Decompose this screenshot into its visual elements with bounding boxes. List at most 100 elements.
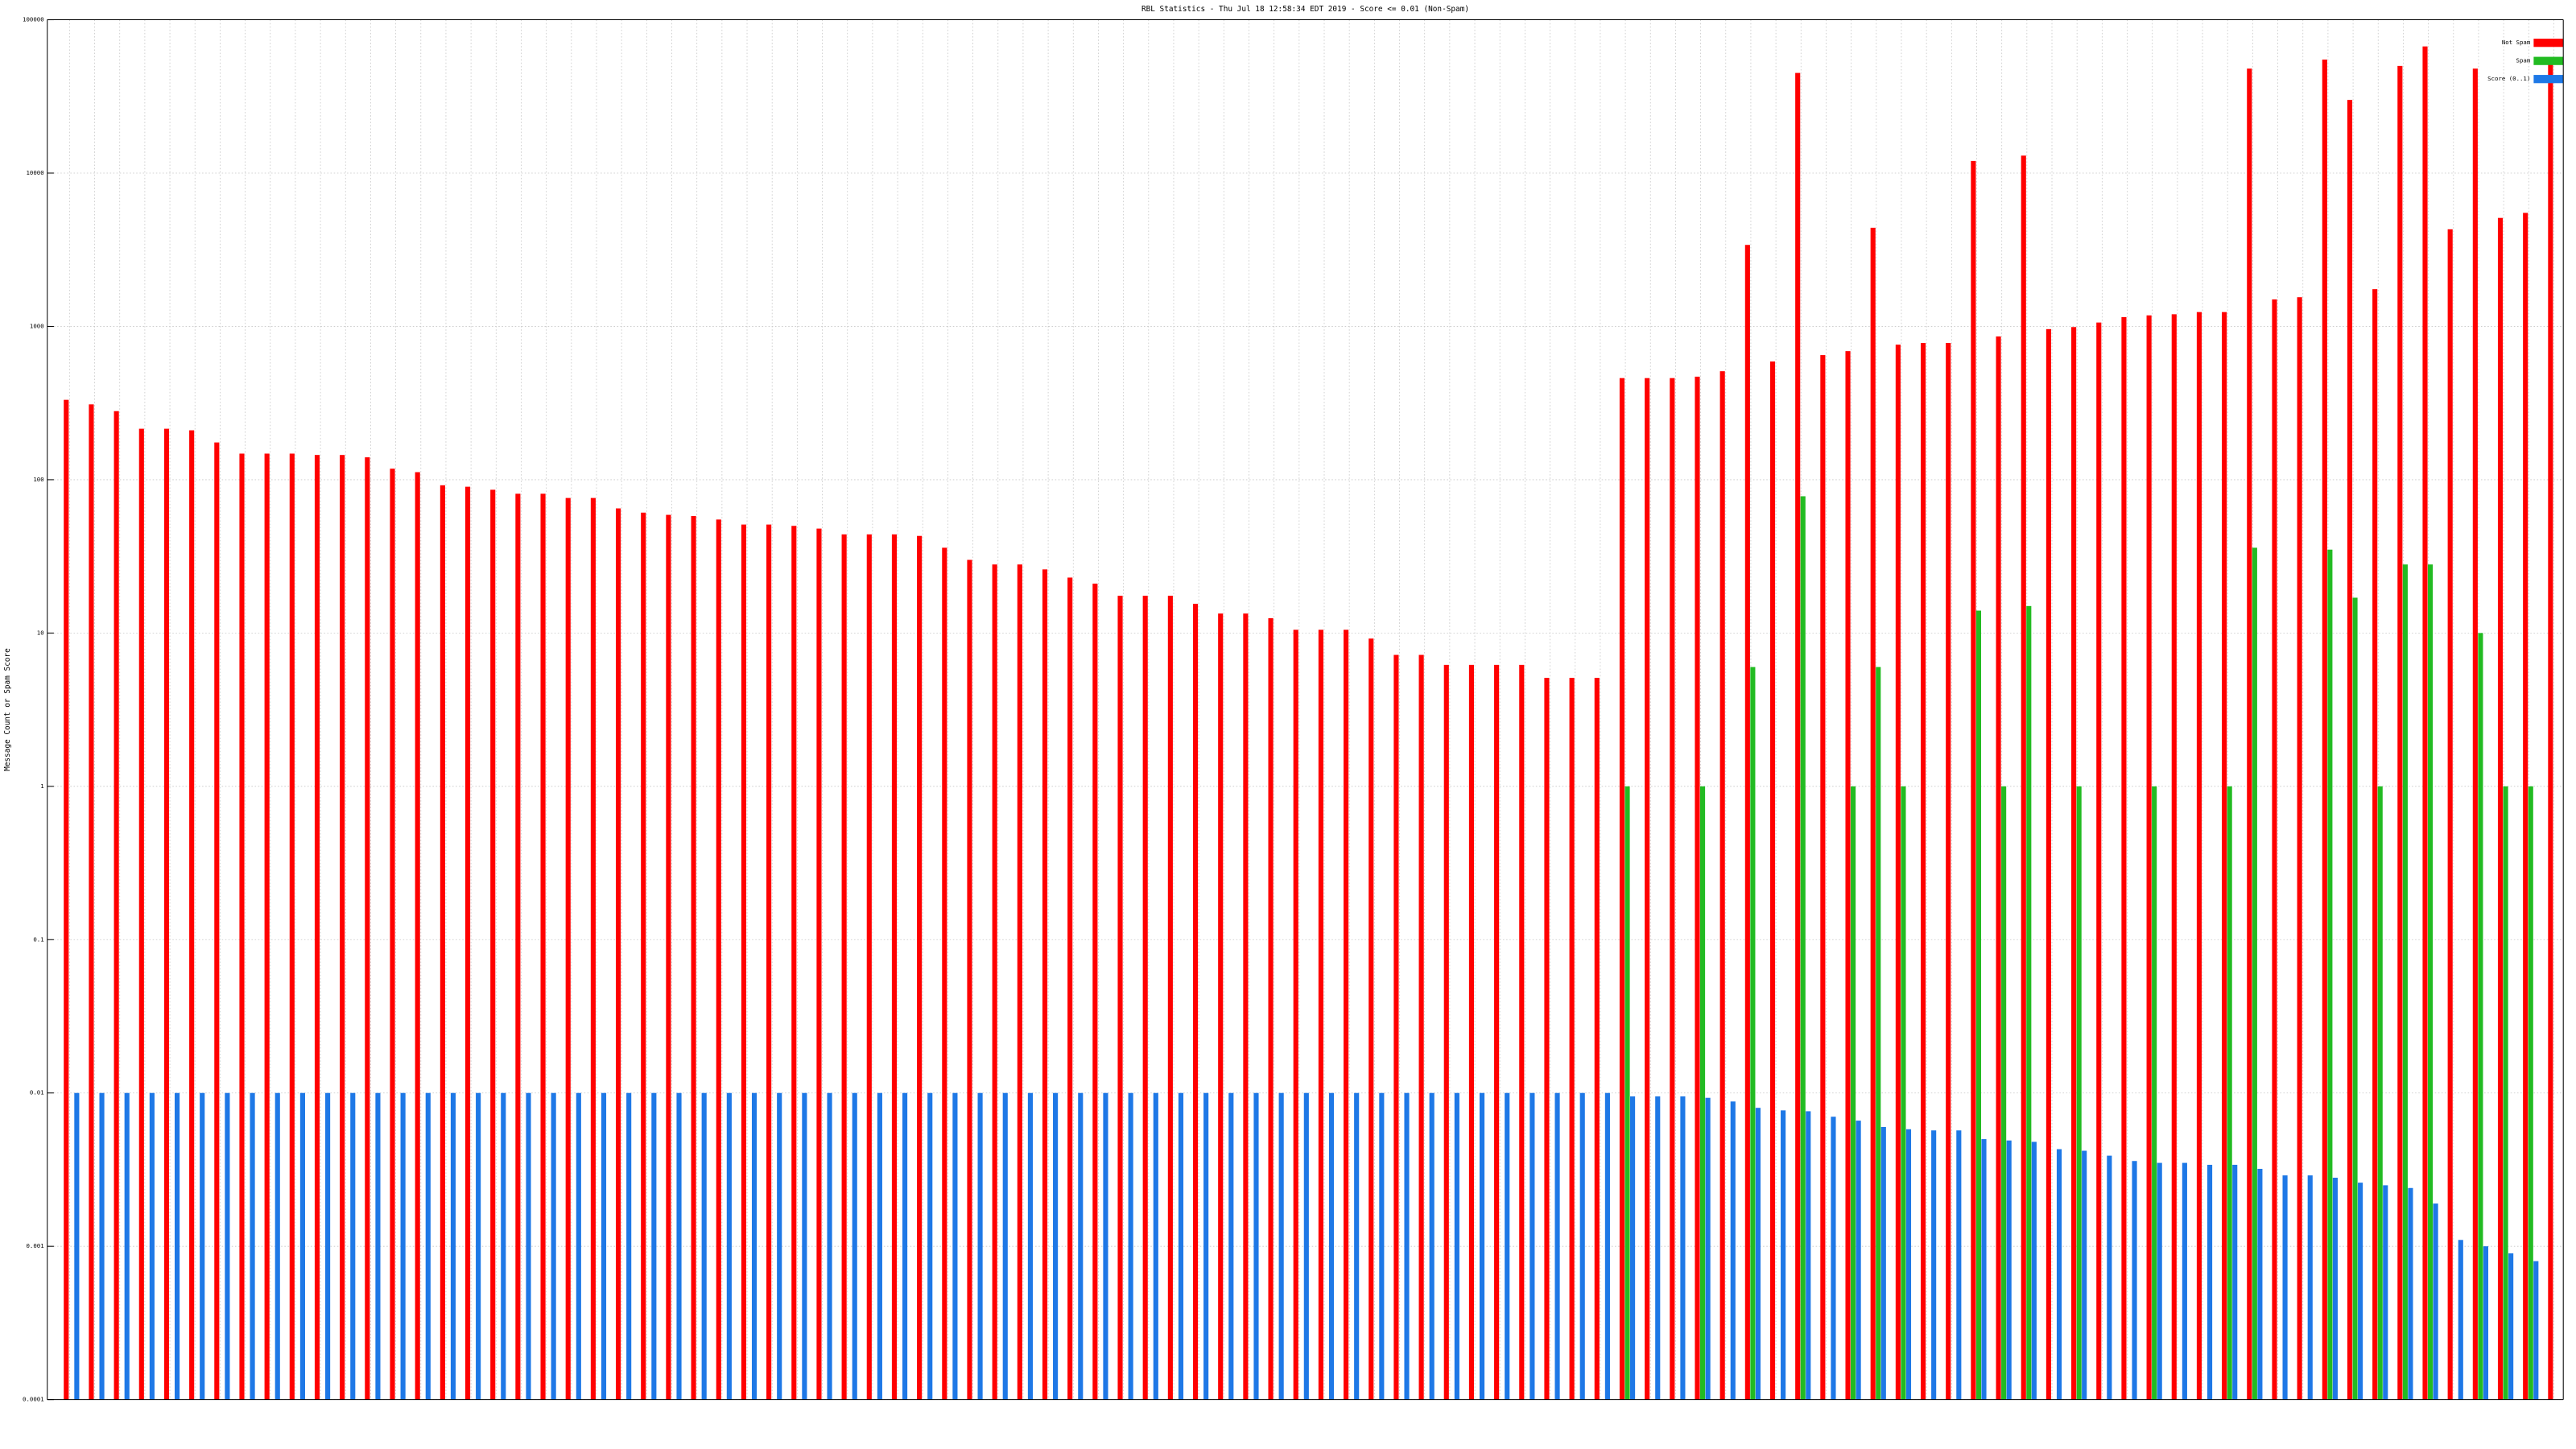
bar (2503, 786, 2508, 1400)
y-tick-label: 10000 (27, 169, 44, 176)
bar (490, 489, 496, 1400)
bar (1354, 1092, 1360, 1400)
bar (751, 1092, 758, 1400)
bar (540, 493, 546, 1400)
bar (902, 1092, 908, 1400)
bar (2427, 564, 2434, 1400)
bar (2071, 327, 2077, 1400)
bar (1053, 1092, 1059, 1400)
bar (464, 486, 471, 1400)
legend-swatch (2533, 39, 2564, 47)
bar (2372, 289, 2378, 1400)
bar (777, 1092, 782, 1400)
bar (2472, 68, 2478, 1400)
bar (1946, 343, 1951, 1400)
bar (174, 1092, 180, 1400)
bar (1344, 630, 1349, 1400)
bar (1328, 1092, 1335, 1400)
bar (1218, 613, 1224, 1400)
bar (64, 399, 69, 1400)
bar (1769, 361, 1776, 1400)
bar (2282, 1175, 2288, 1400)
bar (365, 457, 370, 1400)
bar (1831, 1117, 1836, 1400)
bar (163, 428, 170, 1400)
bar (99, 1092, 105, 1400)
bar (1750, 667, 1756, 1400)
y-tick-label: 0.1 (33, 935, 43, 943)
bar (1002, 1092, 1008, 1400)
bar (791, 526, 797, 1400)
bar (1845, 351, 1851, 1400)
bar (1594, 678, 1600, 1400)
bar (138, 428, 144, 1400)
bar (2257, 1168, 2263, 1400)
bar (1078, 1092, 1084, 1400)
bar (1730, 1101, 1736, 1400)
bar (314, 455, 320, 1400)
bar (952, 1092, 958, 1400)
bar (601, 1092, 607, 1400)
y-tick-label: 1000 (30, 322, 44, 329)
bar (1795, 72, 1801, 1400)
bar (1203, 1092, 1209, 1400)
bar (2121, 316, 2127, 1400)
bar (1017, 564, 1022, 1400)
bar (766, 524, 772, 1400)
bar (1956, 1130, 1962, 1400)
bar (1569, 678, 1575, 1400)
bar (299, 1092, 305, 1400)
bar (1494, 664, 1500, 1400)
bar (1303, 1092, 1309, 1400)
bar (616, 508, 621, 1400)
bar (1755, 1108, 1761, 1400)
bar (264, 453, 270, 1400)
bar (1530, 1092, 1535, 1400)
bar (1418, 654, 1424, 1400)
bar (1128, 1092, 1133, 1400)
bar (1178, 1092, 1184, 1400)
bar (225, 1092, 230, 1400)
bar (450, 1092, 456, 1400)
legend-swatch (2533, 56, 2564, 65)
bar (1744, 245, 1750, 1400)
bar (1554, 1092, 1560, 1400)
bar (2408, 1187, 2413, 1400)
bar (1318, 630, 1323, 1400)
bar (1851, 786, 1856, 1400)
bar (2152, 786, 2157, 1400)
legend-label: Score (0..1) (2487, 75, 2530, 82)
bar (827, 1092, 832, 1400)
bar (891, 534, 898, 1400)
bar (1278, 1092, 1284, 1400)
bar (2222, 312, 2227, 1400)
legend-swatch (2533, 75, 2564, 84)
bar (340, 455, 345, 1400)
bar (1519, 664, 1525, 1400)
bar (239, 453, 245, 1400)
bar (2422, 46, 2428, 1400)
bar (114, 411, 119, 1400)
bar (691, 515, 696, 1400)
bar (2483, 1246, 2489, 1400)
bar (877, 1092, 882, 1400)
y-tick-label: 0.01 (30, 1089, 44, 1096)
bar (275, 1092, 280, 1400)
bar (189, 430, 195, 1400)
bar (2056, 1149, 2062, 1400)
bar (1167, 596, 1173, 1400)
bar (2146, 315, 2152, 1400)
bar (1153, 1092, 1158, 1400)
bar (2252, 547, 2257, 1400)
bar (425, 1092, 431, 1400)
bar (1544, 678, 1550, 1400)
bar (651, 1092, 657, 1400)
bar (1092, 583, 1098, 1400)
bar (917, 535, 923, 1400)
bar (2001, 786, 2007, 1400)
bar (1579, 1092, 1585, 1400)
bar (2026, 605, 2032, 1400)
bar (1719, 371, 1725, 1400)
bar (124, 1092, 130, 1400)
y-tick-label: 0.0001 (23, 1396, 44, 1403)
